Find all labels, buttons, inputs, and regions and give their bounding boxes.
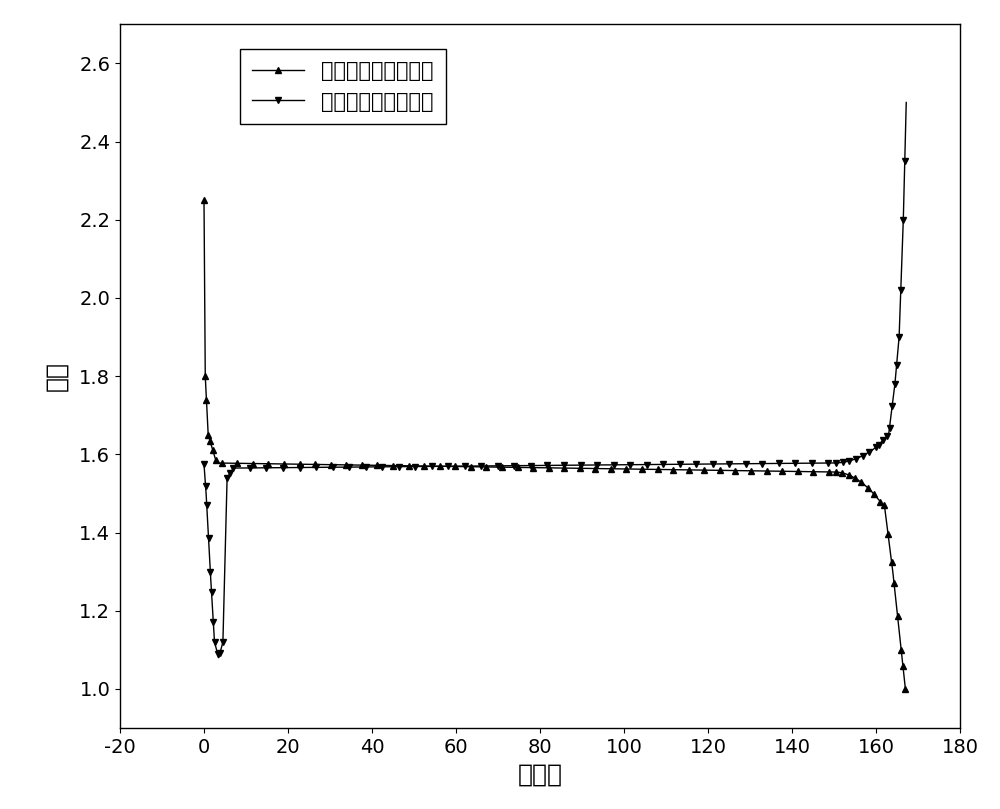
首次充电比容量曲线 <box>832 458 844 468</box>
Line: 首次充电比容量曲线: 首次充电比容量曲线 <box>201 100 909 660</box>
首次放电比容量曲线 <box>853 476 865 485</box>
首次充电比容量曲线 <box>210 641 222 650</box>
首次充电比容量曲线 <box>900 98 912 108</box>
Line: 首次放电比容量曲线: 首次放电比容量曲线 <box>201 197 908 692</box>
Y-axis label: 电压: 电压 <box>44 361 68 392</box>
X-axis label: 比容量: 比容量 <box>518 762 562 786</box>
首次充电比容量曲线 <box>580 460 592 470</box>
Legend: 首次放电比容量曲线, 首次充电比容量曲线: 首次放电比容量曲线, 首次充电比容量曲线 <box>240 49 446 124</box>
首次放电比容量曲线 <box>314 460 326 469</box>
首次充电比容量曲线 <box>213 653 225 663</box>
首次放电比容量曲线 <box>849 473 861 483</box>
首次放电比容量曲线 <box>574 464 586 473</box>
首次充电比容量曲线 <box>198 460 210 469</box>
首次放电比容量曲线 <box>201 407 213 417</box>
首次放电比容量曲线 <box>198 196 210 205</box>
首次充电比容量曲线 <box>602 460 614 470</box>
首次充电比容量曲线 <box>316 463 328 472</box>
首次放电比容量曲线 <box>899 684 911 694</box>
首次放电比容量曲线 <box>740 466 752 476</box>
首次充电比容量曲线 <box>223 471 235 481</box>
